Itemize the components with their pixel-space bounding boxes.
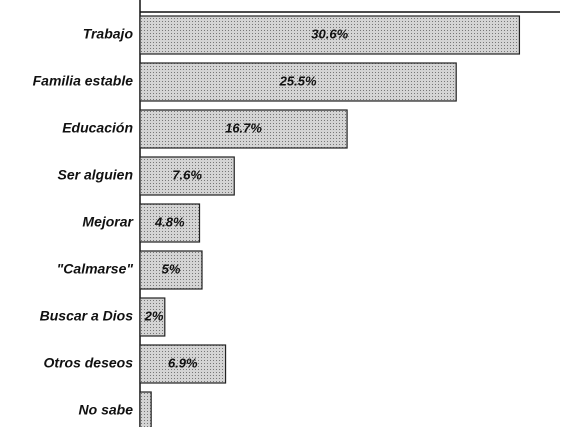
category-label: Educación (62, 120, 133, 136)
category-label: Familia estable (33, 73, 134, 89)
bar (139, 15, 521, 55)
category-label: Mejorar (82, 214, 134, 230)
value-label: 7.6% (172, 167, 202, 182)
bar (139, 156, 235, 196)
value-label: 6.9% (168, 355, 198, 370)
bar (139, 203, 201, 243)
value-label: 30.6% (311, 26, 348, 41)
value-label: 5% (162, 261, 181, 276)
category-label: "Calmarse" (57, 261, 134, 277)
category-label: Ser alguien (58, 167, 133, 183)
value-label: 2% (144, 308, 164, 323)
bar (139, 62, 457, 102)
bar (139, 344, 227, 384)
bar (139, 250, 203, 290)
value-label: 25.5% (279, 73, 317, 88)
category-label: No sabe (79, 402, 134, 418)
bar (139, 391, 152, 427)
value-label: 4.8% (154, 214, 185, 229)
category-label: Buscar a Dios (40, 308, 134, 324)
category-label: Otros deseos (44, 355, 134, 371)
category-label: Trabajo (83, 26, 134, 42)
bar (139, 297, 166, 337)
bar (139, 109, 348, 149)
value-label: 16.7% (225, 120, 262, 135)
